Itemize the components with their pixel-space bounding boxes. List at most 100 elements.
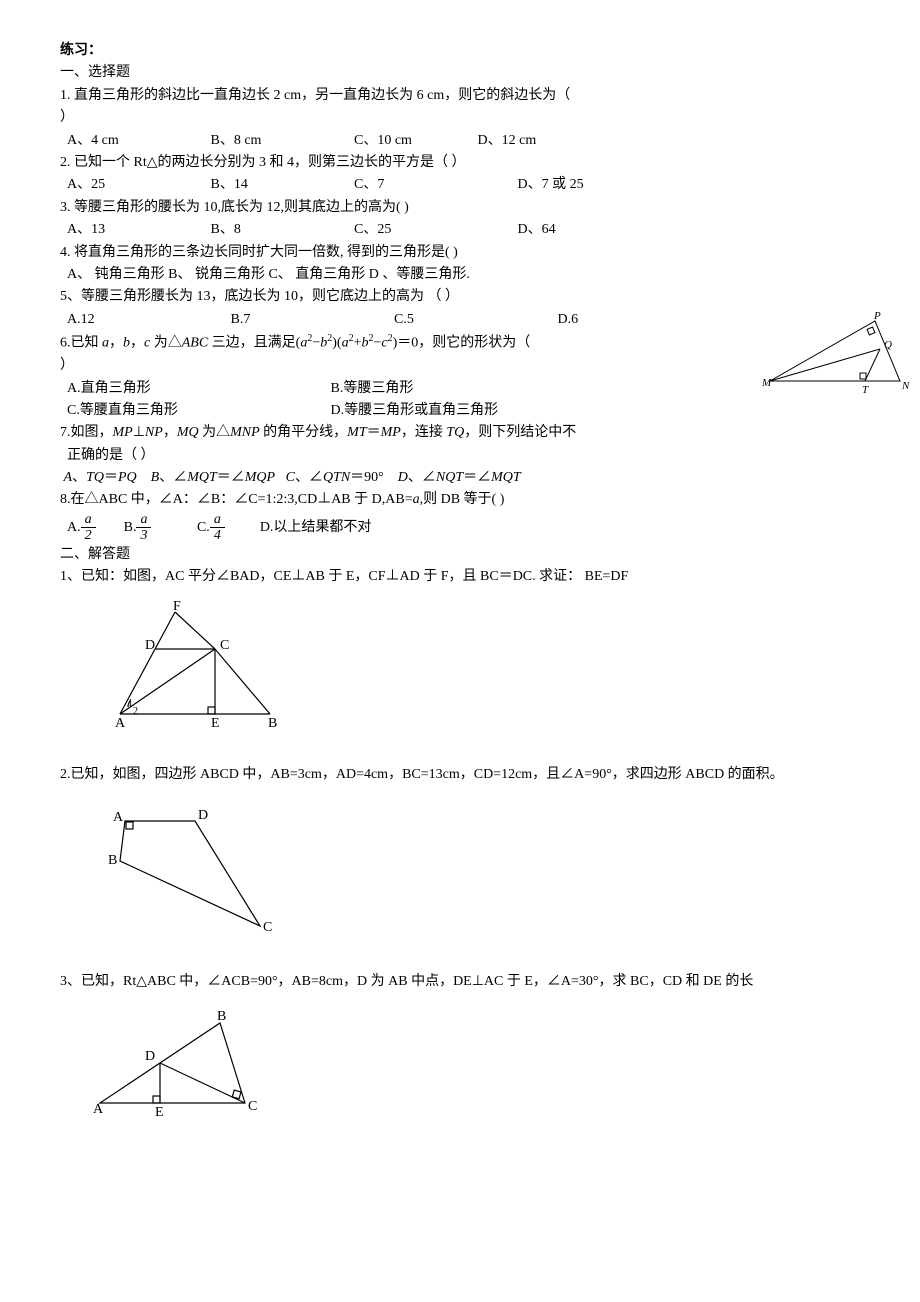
q8Cn: a — [210, 512, 225, 528]
figA-2: 2 — [133, 706, 138, 717]
q6-c: ， — [109, 336, 123, 351]
q7-text-p: 正确的是（ ） — [60, 445, 860, 467]
q7-p: 正确的是（ ） — [67, 448, 155, 463]
q6-optD: D.等腰三角形或直角三角形 — [331, 400, 499, 422]
q8-text: 8.在△ABC 中，∠A：∠B：∠C=1:2:3,CD⊥AB 于 D,AB=a,… — [60, 489, 860, 511]
q7Ad: ＝ — [104, 470, 118, 485]
q5-optA: A.12 — [67, 309, 227, 331]
q2-options: A、25 B、14 C、7 D、7 或 25 — [60, 174, 860, 196]
q3-text: 3. 等腰三角形的腰长为 10,底长为 12,则其底边上的高为( ) — [60, 197, 860, 219]
q6-n: a — [342, 336, 349, 351]
q5-text: 5、等腰三角形腰长为 13，底边长为 10，则它底边上的高为 （ ） — [60, 286, 860, 308]
q8D: D.以上结果都不对 — [260, 520, 372, 535]
fig7-T: T — [862, 384, 869, 396]
figA-F: F — [173, 599, 181, 614]
q5-options: A.12 B.7 C.5 D.6 — [60, 309, 860, 331]
q3-optA: A、13 — [67, 219, 207, 241]
figC-A: A — [93, 1102, 104, 1117]
q6-d: b — [123, 336, 130, 351]
q7-f: MQ — [177, 425, 199, 440]
figB-C: C — [263, 920, 272, 935]
q6-a: 6.已知 — [60, 336, 102, 351]
q7-a: 7.如图， — [60, 425, 113, 440]
q7-o: ，则下列结论中不 — [464, 425, 576, 440]
q4-optA: A、 钝角三角形 B、 锐角三角形 C、 直角三角形 D 、等腰三角形. — [67, 267, 470, 282]
q7-m: ，连接 — [401, 425, 447, 440]
q6-m: )( — [332, 336, 341, 351]
q7-options: A、TQ＝PQ B、∠MQT＝∠MQP C、∠QTN＝90° D、∠NQT＝∠M… — [60, 467, 860, 489]
q7Ca: C — [286, 470, 295, 485]
saq3-figure: A B C D E — [85, 1008, 860, 1118]
q7Ab: 、 — [72, 470, 86, 485]
section1-heading: 一、选择题 — [60, 62, 860, 84]
q8Cd: 4 — [210, 528, 225, 543]
q6-text: 6.已知 a，b，c 为△ABC 三边，且满足(a2−b2)(a2+b2−c2)… — [60, 331, 860, 355]
figB-A: A — [113, 810, 124, 825]
q8Bn: a — [136, 512, 151, 528]
q7Bd: ＝∠ — [217, 470, 245, 485]
q7-i: 的角平分线， — [260, 425, 348, 440]
figA-C: C — [220, 638, 229, 653]
q6-text-t: ） — [60, 355, 860, 377]
q1-optA: A、4 cm — [67, 130, 207, 152]
q6-b: a — [102, 336, 109, 351]
q2-optD: D、7 或 25 — [518, 174, 584, 196]
section2-heading: 二、解答题 — [60, 544, 860, 566]
fig7-P: P — [873, 311, 881, 322]
q8-fracA: a2 — [81, 512, 96, 544]
q7-h: MNP — [230, 425, 260, 440]
q8Ad: 2 — [81, 528, 96, 543]
q1-options: A、4 cm B、8 cm C、10 cm D、12 cm — [60, 130, 860, 152]
q8-fracB: a3 — [136, 512, 151, 544]
saq1-figure: A B C D E F 1 2 — [100, 594, 860, 734]
figC-E: E — [155, 1105, 164, 1118]
figC-D: D — [145, 1049, 155, 1064]
q3-optB: B、8 — [211, 219, 351, 241]
saq2-figure: A B C D — [100, 801, 860, 941]
q2-optA: A、25 — [67, 174, 207, 196]
q7Aa: A — [64, 470, 73, 485]
figC-C: C — [248, 1099, 257, 1114]
practice-heading: 练习： — [60, 40, 860, 62]
q7Be: MQP — [245, 470, 275, 485]
figA-B: B — [268, 716, 277, 731]
q6-options-1: A.直角三角形 B.等腰三角形 — [60, 378, 860, 400]
q7-d: NP — [145, 425, 163, 440]
q8c: ,则 DB 等于( ) — [420, 492, 505, 507]
q3-optC: C、25 — [354, 219, 514, 241]
q2-optC: C、7 — [354, 174, 514, 196]
q6-row: 6.已知 a，b，c 为△ABC 三边，且满足(a2−b2)(a2+b2−c2)… — [60, 331, 860, 422]
saq3-text: 3、已知，Rt△ABC 中，∠ACB=90°，AB=8cm，D 为 AB 中点，… — [60, 971, 860, 993]
q3-options: A、13 B、8 C、25 D、64 — [60, 219, 860, 241]
q7-g: 为△ — [199, 425, 231, 440]
q6-g: 为△ — [150, 336, 182, 351]
saq1-text: 1、已知：如图，AC 平分∠BAD，CE⊥AB 于 E，CF⊥AD 于 F，且 … — [60, 566, 860, 588]
q6-h: ABC — [182, 336, 208, 351]
q7-c: ⊥ — [133, 425, 145, 440]
figB-D: D — [198, 808, 208, 823]
q7Ba: B — [151, 470, 160, 485]
q7-figure: M N P Q T — [760, 311, 910, 401]
q7De: MQT — [491, 470, 521, 485]
q7-k: ＝ — [367, 425, 381, 440]
q7Da: D — [398, 470, 408, 485]
q2-text: 2. 已知一个 Rt△的两边长分别为 3 和 4，则第三边长的平方是（ ） — [60, 152, 860, 174]
q7Cd: ＝90° — [350, 470, 384, 485]
q8-options: A.a2 B.a3 C.a4 D.以上结果都不对 — [60, 512, 860, 544]
q7Ae: PQ — [118, 470, 137, 485]
figC-B: B — [217, 1009, 226, 1024]
q1-optB: B、8 cm — [211, 130, 351, 152]
q7-j: MT — [347, 425, 366, 440]
q7Dc: NQT — [436, 470, 463, 485]
q7Bb: 、∠ — [159, 470, 187, 485]
q1-text-b: ） — [60, 107, 860, 129]
q7Dd: ＝∠ — [463, 470, 491, 485]
q1-optC: C、10 cm — [354, 130, 474, 152]
q8Bd: 3 — [136, 528, 151, 543]
q8C: C. — [197, 520, 210, 535]
q7-l: MP — [381, 425, 401, 440]
q4-text: 4. 将直角三角形的三条边长同时扩大同一倍数, 得到的三角形是( ) — [60, 242, 860, 264]
q1-text: 1. 直角三角形的斜边比一直角边长 2 cm，另一直角边长为 6 cm，则它的斜… — [60, 85, 860, 107]
figA-D: D — [145, 638, 155, 653]
saq2-text: 2.已知，如图，四边形 ABCD 中，AB=3cm，AD=4cm，BC=13cm… — [60, 764, 860, 786]
